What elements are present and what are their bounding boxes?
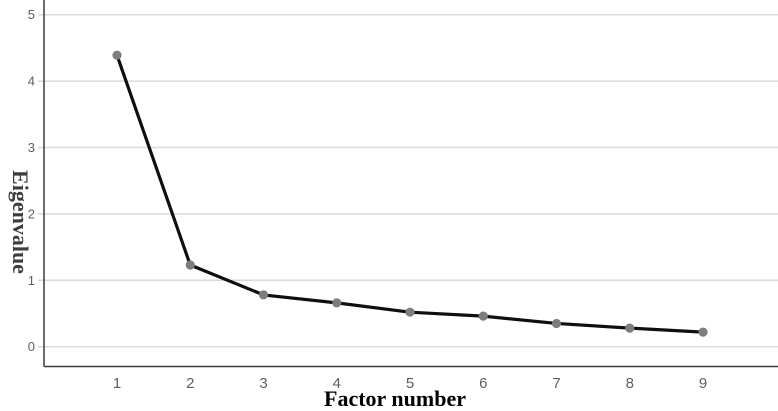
gridlines <box>38 13 778 348</box>
x-axis-title: Factor number <box>324 386 466 411</box>
y-axis-tick-labels: 0 1 2 3 4 5 <box>28 7 35 354</box>
data-point <box>405 307 415 317</box>
data-point <box>625 323 635 333</box>
x-axis-tick-labels: 1 2 3 4 5 6 7 8 9 <box>113 375 707 392</box>
x-tick-label: 2 <box>186 375 194 392</box>
x-tick-label: 8 <box>626 375 634 392</box>
y-tick-label: 1 <box>28 273 35 288</box>
x-tick-label: 5 <box>406 375 414 392</box>
eigenvalue-series <box>112 50 708 337</box>
data-point <box>698 327 708 337</box>
x-tick-label: 9 <box>699 375 707 392</box>
x-tick-label: 6 <box>479 375 487 392</box>
axes <box>43 0 778 368</box>
y-axis-title: Eigenvalue <box>8 170 33 274</box>
data-point <box>258 290 269 300</box>
x-tick-label: 3 <box>259 375 267 392</box>
y-tick-label: 2 <box>28 206 35 221</box>
data-point <box>112 50 122 60</box>
x-tick-label: 7 <box>552 375 560 392</box>
y-tick-label: 3 <box>28 140 35 155</box>
data-point <box>551 318 562 329</box>
data-point <box>185 260 195 270</box>
y-tick-label: 4 <box>28 74 35 89</box>
data-point <box>332 298 342 308</box>
series-line <box>115 54 704 334</box>
y-tick-label: 5 <box>28 7 35 22</box>
y-tick-label: 0 <box>28 339 35 354</box>
x-tick-label: 1 <box>113 375 121 392</box>
x-tick-label: 4 <box>333 375 341 392</box>
data-point <box>478 311 488 321</box>
